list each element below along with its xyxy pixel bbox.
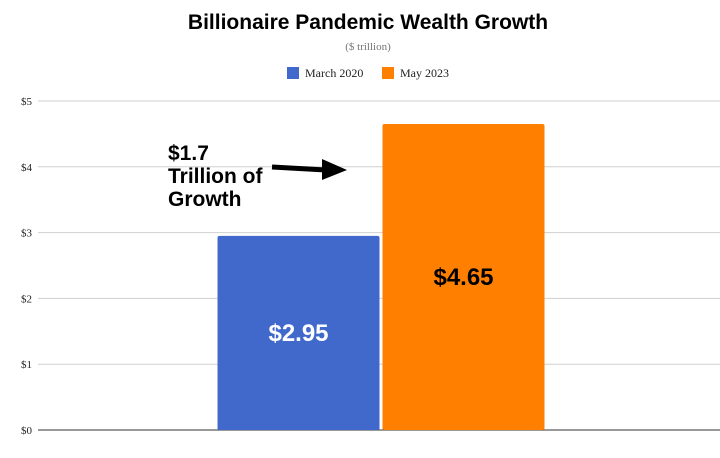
data-label-march-2020: $2.95 (268, 320, 328, 347)
y-tick-label: $0 (21, 425, 33, 437)
annotation-line-1: $1.7 (168, 142, 209, 165)
data-labels: $2.95 $4.65 (268, 264, 493, 347)
bar-may-2023 (382, 124, 545, 430)
annotation-line-2: Trillion of (168, 165, 263, 188)
y-tick-label: $2 (21, 293, 32, 305)
y-tick-label: $3 (21, 228, 33, 240)
y-tick-label: $4 (21, 162, 33, 174)
data-label-may-2023: $4.65 (433, 264, 493, 291)
bar-march-2020 (217, 235, 380, 430)
chart-subtitle: ($ trillion) (345, 41, 391, 53)
annotation-line-3: Growth (168, 188, 242, 211)
y-tick-label: $1 (21, 359, 32, 371)
annotation-arrow-shaft (271, 164, 327, 173)
chart-title: Billionaire Pandemic Wealth Growth (188, 11, 548, 34)
legend-swatch-may-2023 (382, 67, 394, 79)
y-axis-ticks: $0 $1 $2 $3 $4 $5 (21, 96, 33, 437)
legend: March 2020 May 2023 (287, 66, 449, 80)
y-tick-label: $5 (21, 96, 33, 108)
growth-annotation: $1.7 Trillion of Growth (168, 142, 347, 211)
annotation-arrow-head-icon (322, 159, 347, 180)
legend-label-may-2023: May 2023 (400, 66, 449, 80)
legend-swatch-march-2020 (287, 67, 299, 79)
bars (217, 124, 545, 430)
legend-label-march-2020: March 2020 (305, 66, 363, 80)
